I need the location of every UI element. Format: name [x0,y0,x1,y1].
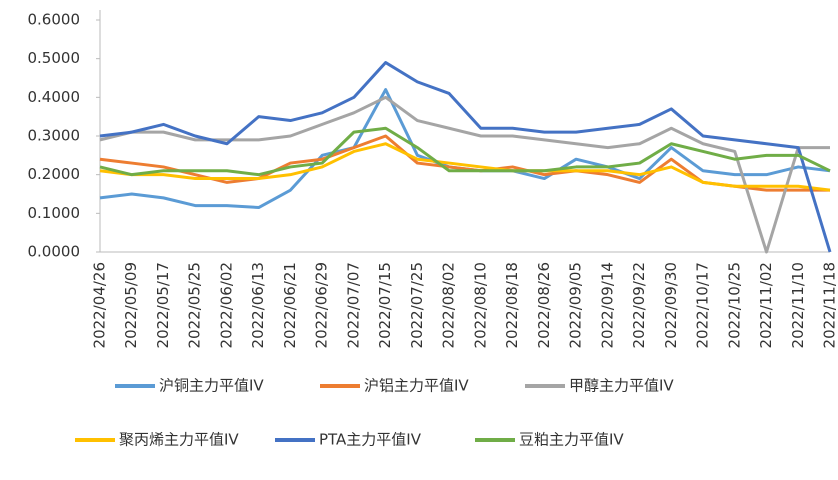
y-tick-label: 0.0000 [28,243,81,261]
x-tick-label: 2022/07/07 [344,262,362,348]
x-tick-label: 2022/05/17 [154,262,172,348]
x-tick-label: 2022/06/21 [281,262,299,348]
legend-label: 沪铝主力平值IV [364,377,469,395]
x-tick-label: 2022/08/18 [503,262,521,348]
series-line [100,136,830,190]
y-tick-label: 0.3000 [28,127,81,145]
legend-label: 豆粕主力平值IV [519,431,624,449]
x-tick-label: 2022/09/14 [598,262,616,348]
x-tick-label: 2022/10/25 [725,262,743,348]
x-tick-label: 2022/11/02 [757,262,775,348]
y-tick-label: 0.6000 [28,11,81,29]
x-tick-label: 2022/11/10 [789,262,807,348]
y-tick-label: 0.5000 [28,49,81,67]
x-tick-label: 2022/11/18 [821,262,838,348]
series-line [100,144,830,190]
x-tick-label: 2022/07/25 [408,262,426,348]
legend-label: 甲醇主力平值IV [569,377,674,395]
y-tick-label: 0.4000 [28,88,81,106]
x-tick-label: 2022/07/15 [376,262,394,348]
x-tick-label: 2022/09/30 [662,262,680,348]
y-tick-label: 0.1000 [28,204,81,222]
x-tick-label: 2022/08/10 [471,262,489,348]
series-line [100,63,830,252]
legend-label: PTA主力平值IV [319,431,422,449]
x-tick-label: 2022/06/13 [249,262,267,348]
x-tick-label: 2022/05/25 [186,262,204,348]
x-tick-label: 2022/09/22 [630,262,648,348]
x-tick-label: 2022/10/17 [694,262,712,348]
x-tick-label: 2022/05/09 [122,262,140,348]
x-tick-label: 2022/04/26 [91,262,109,348]
x-tick-label: 2022/06/29 [313,262,331,348]
y-tick-label: 0.2000 [28,165,81,183]
legend-label: 沪铜主力平值IV [159,377,264,395]
x-tick-label: 2022/09/05 [567,262,585,348]
x-tick-label: 2022/08/02 [440,262,458,348]
series-line [100,97,830,252]
x-tick-label: 2022/06/02 [217,262,235,348]
x-tick-label: 2022/08/26 [535,262,553,348]
legend-label: 聚丙烯主力平值IV [119,431,239,449]
